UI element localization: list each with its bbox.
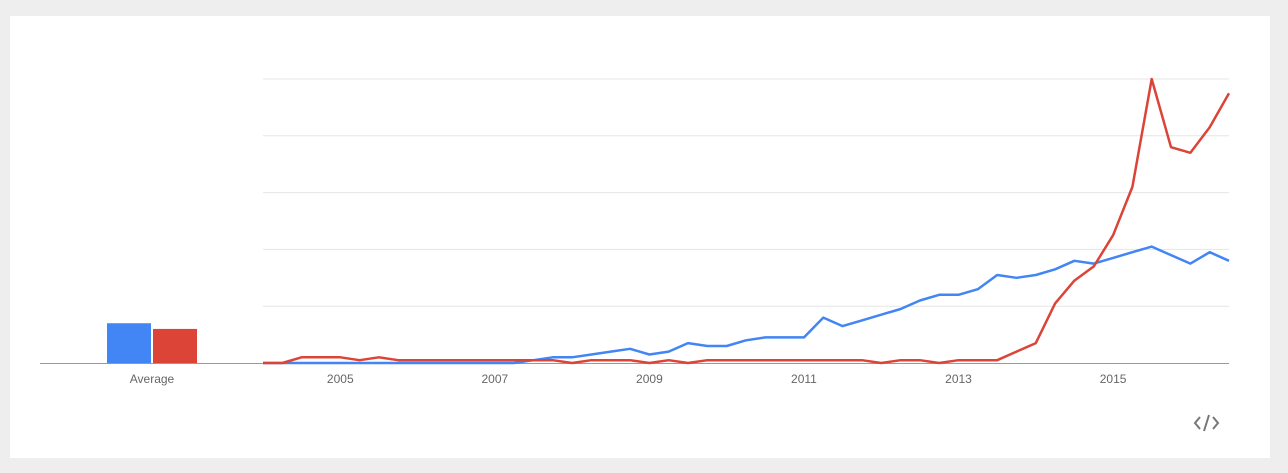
embed-icon[interactable] xyxy=(1193,414,1220,432)
average-bar xyxy=(153,328,197,363)
x-tick-label: 2013 xyxy=(945,372,972,386)
x-tick-label: 2011 xyxy=(791,372,817,386)
average-label: Average xyxy=(130,372,175,386)
series-line xyxy=(263,77,1231,365)
x-tick-label: 2009 xyxy=(636,372,663,386)
x-tick-label: 2007 xyxy=(481,372,508,386)
series-line xyxy=(263,245,1230,365)
x-tick-label: 2005 xyxy=(327,372,354,386)
card xyxy=(10,16,1270,458)
x-tick-label: 2015 xyxy=(1100,372,1127,386)
average-bar xyxy=(107,323,151,363)
